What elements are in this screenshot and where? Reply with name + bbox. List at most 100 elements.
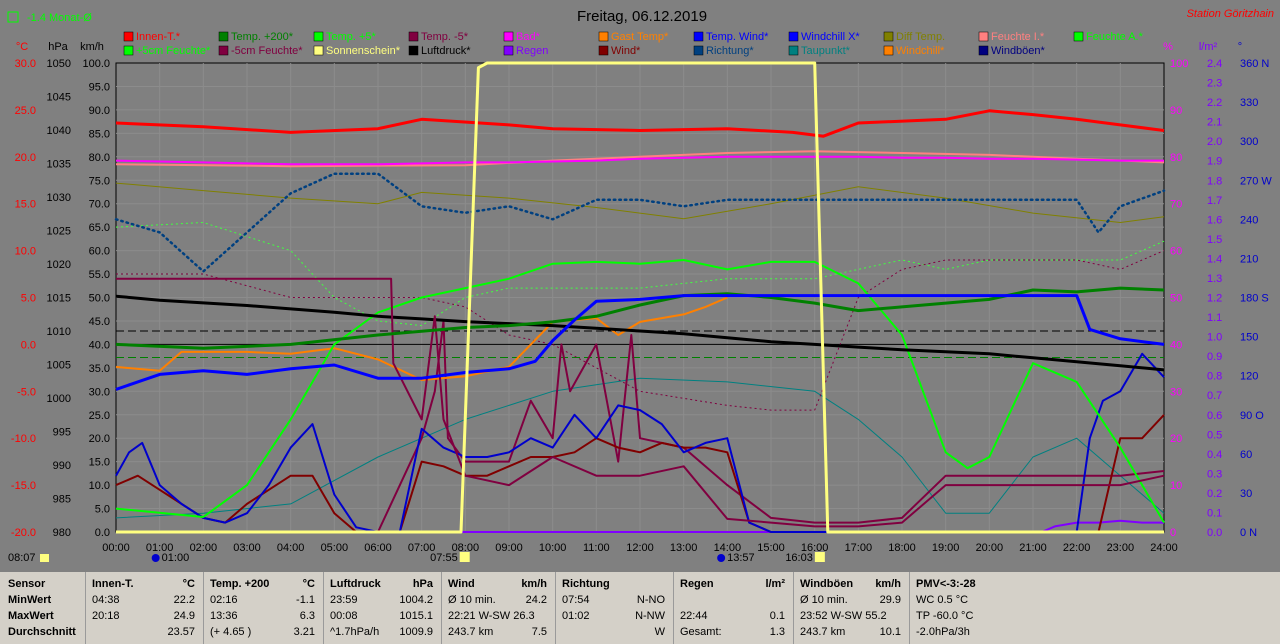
stats-cell-value: 1015.1 [399, 610, 433, 622]
legend-label: Windchill* [896, 45, 945, 57]
stats-column-header: Regen l/m² [674, 578, 793, 592]
stats-column: Regen l/m² 22:44 0.1 Gesamt: 1.3 [674, 572, 794, 644]
sun-icon [40, 554, 49, 562]
stats-cell-time: 04:38 [92, 594, 120, 606]
x-tick: 01:00 [146, 542, 174, 554]
legend-swatch [883, 45, 894, 56]
rain-tick: 0.7 [1207, 390, 1222, 402]
stats-cell-time: 20:18 [92, 610, 120, 622]
celsius-tick: -15.0 [11, 480, 36, 492]
legend-swatch [693, 31, 704, 42]
stats-cell-row: WC 0.5 °C [910, 594, 1280, 608]
stats-column: Richtung 07:54 N-NO 01:02 N-NW W [556, 572, 674, 644]
pressure-tick: 1025 [47, 226, 71, 238]
stats-cell-value: W [654, 626, 665, 638]
wind-tick: 5.0 [95, 504, 110, 516]
axis-unit: l/m² [1199, 41, 1218, 53]
x-tick: 20:00 [976, 542, 1004, 554]
celsius-tick: -10.0 [11, 433, 36, 445]
wind-tick: 95.0 [89, 81, 110, 93]
legend-swatch [693, 45, 704, 56]
wind-tick: 100.0 [82, 58, 110, 70]
stats-cell-value: 10.1 [879, 626, 901, 638]
celsius-tick: 25.0 [15, 105, 36, 117]
legend-swatch [598, 31, 609, 42]
legend-swatch [503, 31, 514, 42]
humidity-tick: 70 [1170, 199, 1182, 211]
pressure-tick: 990 [53, 460, 71, 472]
x-tick: 00:00 [102, 542, 130, 554]
pressure-tick: 1010 [47, 326, 71, 338]
axis-unit: % [1163, 41, 1173, 53]
rain-tick: 2.4 [1207, 58, 1222, 70]
pressure-tick: 1000 [47, 393, 71, 405]
axis-unit: °C [16, 41, 28, 53]
x-tick: 24:00 [1150, 542, 1178, 554]
wind-tick: 35.0 [89, 363, 110, 375]
x-tick: 09:00 [495, 542, 523, 554]
stats-cell-row: W [556, 626, 673, 640]
stats-cell-time: 00:08 [330, 610, 358, 622]
stats-cell-row: 00:08 1015.1 [324, 610, 441, 624]
pressure-tick: 1050 [47, 58, 71, 70]
statistics-panel: Sensor MinWert MaxWert Durchschnitt Innen-T.… [0, 572, 1280, 644]
stats-cell-row [674, 594, 793, 608]
time-marker-now: 08:07 [8, 552, 36, 564]
stats-cell-value: 22.2 [173, 594, 195, 606]
wind-tick: 40.0 [89, 339, 110, 351]
stats-column-header: Wind km/h [442, 578, 555, 592]
stats-column: Innen-T. °C 04:38 22.2 20:18 24.9 23.57 [86, 572, 204, 644]
legend-swatch [978, 31, 989, 42]
stats-cell-value: N-NO [636, 594, 665, 606]
stats-cell-row: Ø 10 min. 29.9 [794, 594, 909, 608]
pressure-tick: 1035 [47, 159, 71, 171]
celsius-tick: 20.0 [15, 152, 36, 164]
celsius-tick: 30.0 [15, 58, 36, 70]
wind-tick: 65.0 [89, 222, 110, 234]
x-tick: 10:00 [539, 542, 567, 554]
weather-chart: Freitag, 06.12.2019 Station Göritzhain -1.… [7, 8, 1274, 564]
stats-cell-row: 07:54 N-NO [556, 594, 673, 608]
stats-cell-value: 1009.9 [399, 626, 433, 638]
chart-title: Freitag, 06.12.2019 [577, 8, 707, 25]
stats-cell-time: Ø 10 min. [448, 594, 496, 606]
rain-tick: 0.0 [1207, 527, 1222, 539]
legend-label: Windchill X* [801, 31, 860, 43]
wind-tick: 80.0 [89, 152, 110, 164]
x-tick: 04:00 [277, 542, 305, 554]
stats-column-name: Richtung [562, 578, 610, 590]
stats-cell-row: 23.57 [86, 626, 203, 640]
direction-tick: 30 [1240, 488, 1252, 500]
direction-tick: 60 [1240, 449, 1252, 461]
stats-cell-time: 01:02 [562, 610, 590, 622]
station-name: Station Göritzhain [1187, 8, 1274, 20]
series-line [115, 182, 1165, 223]
legend-swatch [1073, 31, 1084, 42]
stats-cell-time: (+ 4.65 ) [210, 626, 252, 638]
x-tick: 13:00 [670, 542, 698, 554]
legend-label: Luftdruck* [421, 45, 471, 57]
x-tick: 14:00 [714, 542, 742, 554]
series-line [115, 377, 1165, 519]
rain-tick: 0.4 [1207, 449, 1222, 461]
stats-column-unit: km/h [521, 578, 547, 590]
stats-cell-time: ^1.7hPa/h [330, 626, 380, 638]
wind-tick: 30.0 [89, 386, 110, 398]
stats-row-name: Durchschnitt [8, 626, 76, 638]
stats-column-header: Richtung [556, 578, 673, 592]
stats-cell-value: 1004.2 [399, 594, 433, 606]
celsius-tick: -5.0 [17, 386, 36, 398]
rain-tick: 0.5 [1207, 429, 1222, 441]
legend-label: Feuchte I.* [991, 31, 1045, 43]
stats-column-name: Innen-T. [92, 578, 134, 590]
humidity-tick: 40 [1170, 339, 1182, 351]
x-tick: 07:00 [408, 542, 436, 554]
x-tick: 12:00 [626, 542, 654, 554]
pressure-tick: 1005 [47, 360, 71, 372]
legend-label: Bad* [516, 31, 541, 43]
direction-tick: 150 [1240, 332, 1258, 344]
stats-column-unit: km/h [875, 578, 901, 590]
x-tick: 23:00 [1107, 542, 1135, 554]
series-line [115, 222, 1165, 327]
stats-column: Wind km/h Ø 10 min. 24.2 22:21 W-SW 26.3 243.… [442, 572, 556, 644]
